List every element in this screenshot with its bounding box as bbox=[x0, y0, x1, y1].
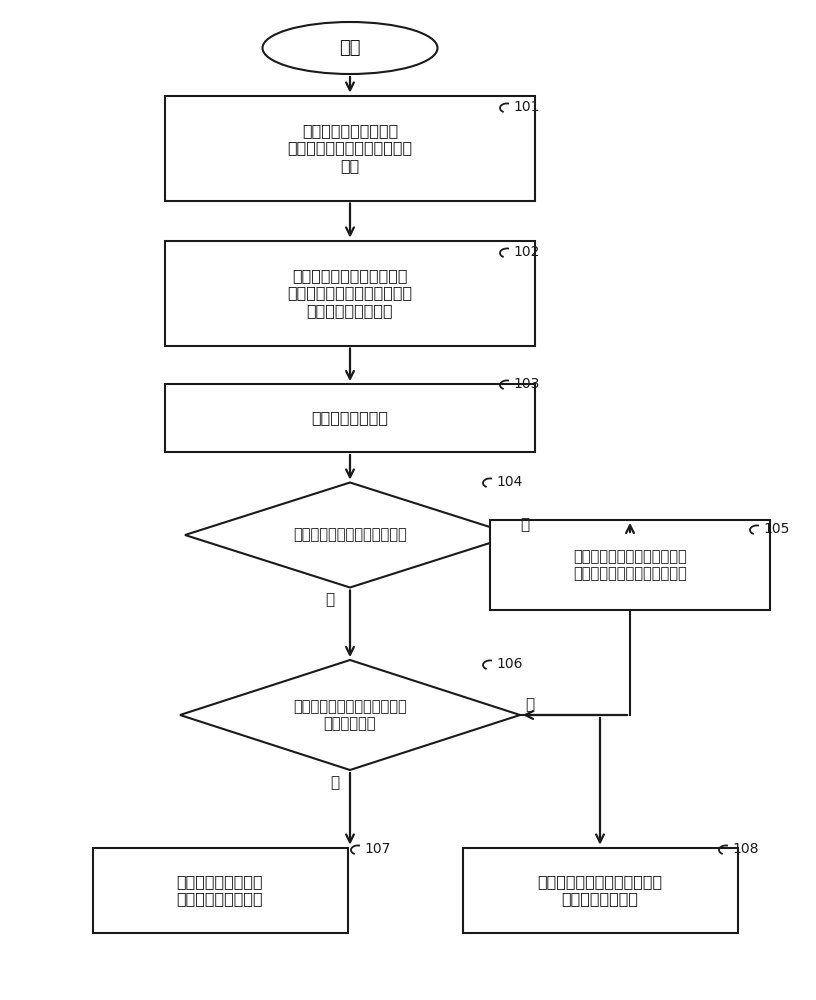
Text: 104: 104 bbox=[496, 475, 522, 489]
Text: 是: 是 bbox=[520, 517, 529, 532]
Text: 获取所述失调方向: 获取所述失调方向 bbox=[312, 410, 388, 426]
Text: 开始: 开始 bbox=[339, 39, 361, 57]
Text: 108: 108 bbox=[732, 842, 759, 856]
Bar bbox=[165, 384, 535, 452]
Text: 按照上步失调方向，
更新校准矩阵向量组: 按照上步失调方向， 更新校准矩阵向量组 bbox=[177, 874, 264, 906]
Text: 103: 103 bbox=[513, 377, 539, 391]
Bar bbox=[490, 520, 770, 610]
Text: 校准步长减半，方向取反，更
新校准矩阵向量组: 校准步长减半，方向取反，更 新校准矩阵向量组 bbox=[538, 874, 663, 906]
Bar bbox=[92, 848, 348, 932]
Text: 根据所述发信机输出的发射
信号功率组及对应失调校准信
号组，确定失调方向: 根据所述发信机输出的发射 信号功率组及对应失调校准信 号组，确定失调方向 bbox=[287, 268, 413, 318]
Text: 106: 106 bbox=[496, 657, 522, 671]
Text: 101: 101 bbox=[513, 100, 539, 114]
Text: 获取发信机输出的发射
信号功率组及对应失调校准信
号组: 获取发信机输出的发射 信号功率组及对应失调校准信 号组 bbox=[287, 123, 413, 173]
Text: 否: 否 bbox=[325, 592, 334, 607]
Bar bbox=[165, 240, 535, 346]
Bar bbox=[165, 96, 535, 200]
Text: 校准步长为初始值，方向为失
调方向，更新校准矩阵向量组: 校准步长为初始值，方向为失 调方向，更新校准矩阵向量组 bbox=[573, 549, 687, 581]
Polygon shape bbox=[185, 483, 515, 587]
Bar bbox=[463, 848, 738, 932]
Text: 102: 102 bbox=[513, 245, 539, 259]
Text: 判断所述校准是否为首步校准: 判断所述校准是否为首步校准 bbox=[293, 528, 407, 542]
Text: 判断此步失调方向是否与上步
失调方向一致: 判断此步失调方向是否与上步 失调方向一致 bbox=[293, 699, 407, 731]
Text: 否: 否 bbox=[525, 697, 534, 712]
Ellipse shape bbox=[263, 22, 437, 74]
Text: 107: 107 bbox=[364, 842, 390, 856]
Polygon shape bbox=[180, 660, 520, 770]
Text: 105: 105 bbox=[763, 522, 789, 536]
Text: 是: 是 bbox=[330, 775, 339, 790]
